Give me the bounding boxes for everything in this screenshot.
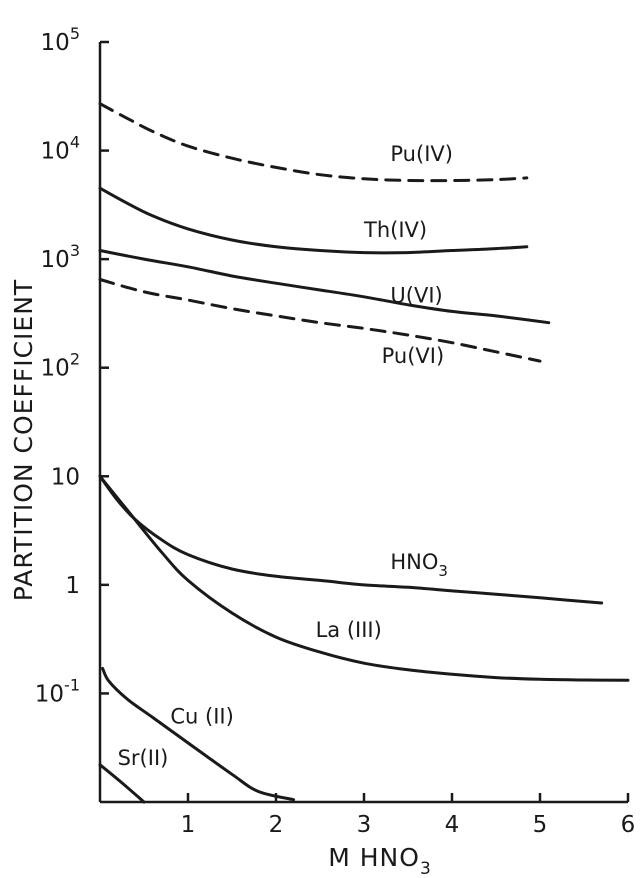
series-line-th-iv: [98, 186, 529, 255]
x-axis-label: M HNO3: [328, 843, 432, 878]
y-tick-exponent: 3: [70, 241, 80, 260]
y-tick-label: 104: [41, 133, 80, 165]
series-labels: Pu(IV) Th(IV) U(VI) Pu(VI) HNO3 La (III) Cu (I…: [118, 142, 453, 770]
series-label-cu-ii: Cu (II): [170, 704, 233, 728]
y-tick-label: 10: [51, 464, 80, 490]
x-tick-label: 1: [181, 812, 196, 838]
series-label-hno3: HNO3: [390, 550, 448, 580]
y-tick-label: 1: [65, 573, 80, 599]
x-tick-label: 4: [445, 812, 460, 838]
x-tick-label: 3: [357, 812, 372, 838]
x-axis-ticks: 1 2 3 4 5 6: [181, 793, 636, 838]
y-tick-label: 102: [41, 350, 80, 382]
series-label-subscript: 3: [438, 562, 448, 580]
series-line-hno3: [98, 474, 604, 605]
x-tick-label: 5: [533, 812, 548, 838]
y-tick-exponent: 4: [70, 133, 80, 152]
series-line-la-iii: [98, 474, 630, 682]
series-label-th-iv: Th(IV): [363, 218, 427, 242]
series-line-pu-vi: [98, 278, 542, 363]
x-tick-label: 2: [269, 812, 284, 838]
series-label-pu-iv: Pu(IV): [390, 142, 453, 166]
y-tick-label: 103: [41, 241, 80, 273]
series-label-pu-vi: Pu(VI): [382, 344, 445, 368]
series-line-pu-iv: [98, 102, 529, 183]
y-tick-exponent: -1: [64, 675, 80, 694]
axes: [98, 42, 628, 804]
y-tick-exponent: 5: [70, 24, 80, 43]
series-label-u-vi: U(VI): [390, 283, 442, 307]
series-line-cu-ii: [101, 666, 296, 802]
y-axis-label: PARTITION COEFFICIENT: [9, 279, 38, 601]
series-label-la-iii: La (III): [316, 618, 382, 642]
x-tick-label: 6: [621, 812, 636, 838]
series-line-u-vi: [98, 249, 551, 325]
series-curves: [98, 102, 630, 804]
y-tick-exponent: 2: [70, 350, 80, 369]
y-tick-label: 105: [41, 24, 80, 56]
y-tick-label: 10-1: [35, 675, 80, 707]
series-line-sr-ii: [98, 763, 146, 804]
series-label-sr-ii: Sr(II): [118, 746, 169, 770]
